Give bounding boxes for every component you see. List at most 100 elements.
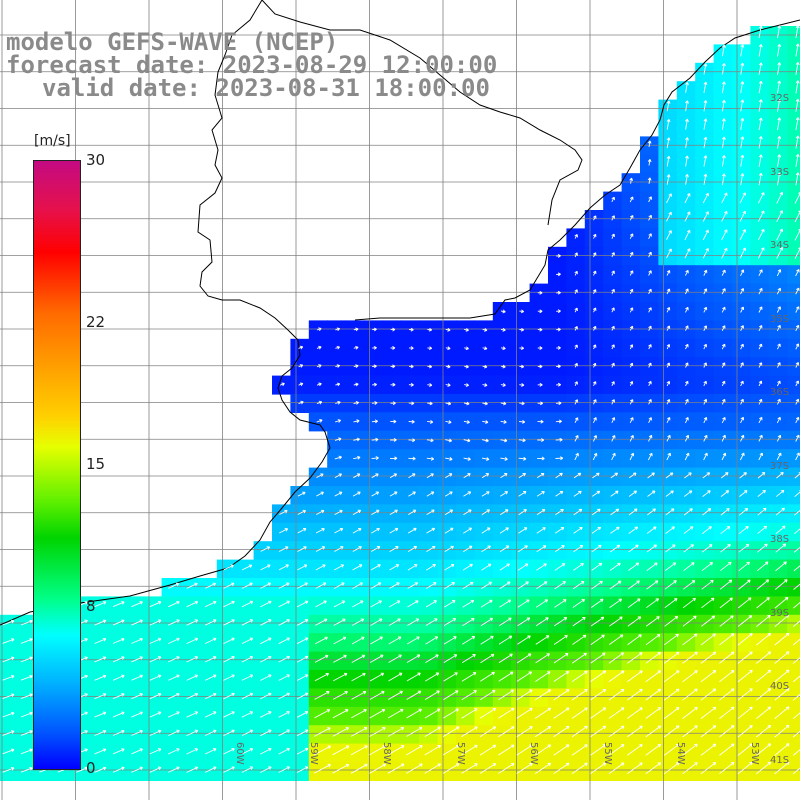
wind-arrow (627, 744, 643, 756)
wind-arrow (168, 729, 180, 737)
wind-arrow (443, 654, 458, 663)
wind-arrow (590, 744, 607, 756)
wind-arrow (20, 619, 33, 626)
speed-cell (400, 596, 420, 616)
wind-arrow (463, 491, 472, 497)
speed-cell (548, 614, 567, 634)
wind-arrow (518, 472, 526, 479)
wind-arrow (315, 546, 326, 552)
wind-arrow (352, 600, 364, 608)
wind-arrow (519, 309, 525, 314)
wind-arrow (721, 417, 726, 424)
wind-arrow (388, 600, 401, 608)
wind-arrow (648, 270, 652, 276)
wind-arrow (553, 653, 569, 664)
wind-arrow (592, 252, 597, 258)
wind-arrow (94, 674, 107, 681)
wind-arrow (703, 380, 707, 387)
wind-arrow (758, 398, 763, 405)
wind-arrow (648, 196, 652, 203)
wind-arrow (757, 472, 766, 479)
wind-arrow (296, 619, 309, 626)
wind-arrow (702, 192, 709, 204)
wind-arrow (481, 473, 490, 479)
speed-cell (676, 614, 696, 634)
wind-arrow (499, 599, 512, 608)
speed-cell (584, 762, 604, 781)
wind-arrow (666, 155, 671, 167)
wind-arrow (278, 747, 290, 755)
wind-arrow (112, 601, 125, 608)
wind-arrow (647, 159, 652, 166)
wind-arrow (720, 472, 729, 479)
wind-arrow (629, 307, 634, 313)
wind-arrow (2, 619, 15, 626)
wind-arrow (482, 327, 488, 332)
wind-arrow (682, 688, 698, 701)
wind-arrow (20, 730, 33, 736)
wind-arrow (516, 653, 532, 664)
speed-cell (0, 614, 15, 634)
wind-arrow (425, 654, 439, 663)
wind-arrow (719, 706, 735, 719)
wind-arrow (131, 748, 143, 755)
wind-arrow (757, 525, 768, 535)
wind-arrow (703, 269, 708, 276)
wind-arrow (740, 434, 745, 442)
wind-arrow (795, 135, 800, 149)
wind-arrow (444, 527, 454, 534)
wind-arrow (627, 616, 642, 627)
latitude-label: 34S (770, 240, 790, 251)
wind-arrow (757, 228, 765, 241)
wind-arrow (369, 745, 386, 756)
wind-arrow (666, 211, 672, 222)
wind-arrow (444, 491, 453, 497)
speed-cell (787, 357, 800, 377)
wind-arrow (537, 456, 545, 461)
wind-arrow (701, 597, 715, 609)
wind-arrow (186, 711, 199, 718)
wind-arrow (756, 579, 770, 590)
wind-arrow (573, 490, 582, 497)
wind-arrow (463, 401, 470, 406)
wind-arrow (645, 634, 661, 646)
wind-arrow (461, 654, 476, 664)
wind-arrow (757, 543, 768, 553)
wind-arrow (407, 564, 418, 571)
wind-arrow (112, 711, 125, 718)
valid-date: valid date: 2023-08-31 18:00:00 (42, 74, 490, 102)
wind-arrow (648, 251, 652, 258)
wind-arrow (756, 724, 772, 738)
wind-arrow (721, 192, 728, 204)
wind-arrow (628, 544, 639, 553)
wind-arrow (555, 472, 563, 479)
wind-arrow (663, 688, 680, 701)
wind-arrow (703, 398, 708, 405)
speed-cell (584, 541, 604, 561)
wind-arrow (610, 490, 619, 497)
wind-arrow (682, 615, 697, 627)
wind-arrow (795, 269, 800, 277)
wind-arrow (774, 651, 790, 664)
wind-arrow (627, 670, 643, 683)
wind-arrow (406, 726, 423, 737)
wind-arrow (351, 690, 367, 700)
wind-arrow (333, 618, 346, 626)
wind-arrow (537, 364, 543, 369)
wind-arrow (518, 456, 527, 461)
wind-arrow (371, 401, 378, 405)
wind-arrow (223, 637, 235, 645)
speed-cell (787, 173, 800, 193)
wind-arrow (647, 490, 656, 497)
wind-arrow (426, 527, 436, 534)
wind-arrow (370, 582, 382, 589)
wind-arrow (775, 525, 786, 535)
wind-arrow (629, 452, 635, 461)
wind-arrow (260, 655, 272, 663)
wind-arrow (555, 401, 562, 406)
wind-arrow (426, 545, 436, 552)
wind-arrow (388, 654, 402, 663)
wind-arrow (737, 615, 753, 627)
wind-arrow (663, 651, 680, 664)
wind-arrow (703, 100, 708, 112)
